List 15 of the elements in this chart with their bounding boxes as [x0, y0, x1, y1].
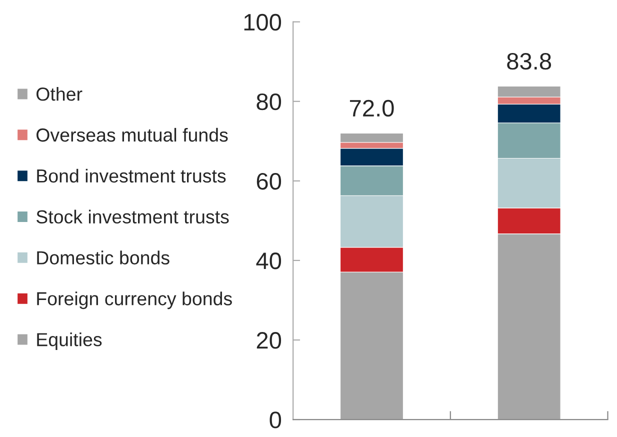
- y-tick-label: 80: [256, 93, 282, 110]
- legend-label: Stock investment trusts: [36, 210, 229, 224]
- legend-label: Equities: [37, 332, 102, 350]
- y-tick-label: 40: [256, 252, 282, 270]
- legend-label: Foreign currency bonds: [37, 292, 232, 310]
- legend-label: Bond investment trusts: [37, 168, 226, 183]
- y-tick-label: 0: [270, 412, 282, 428]
- total-label: 83.8: [507, 52, 552, 70]
- y-tick-label: 100: [244, 14, 282, 31]
- total-label: 72.0: [350, 100, 394, 117]
- legend-label: Domestic bonds: [37, 250, 170, 264]
- y-tick-label: 60: [256, 172, 282, 190]
- legend-label: Other: [36, 87, 82, 101]
- legend-label: Overseas mutual funds: [36, 128, 228, 142]
- y-tick-label: 20: [256, 332, 282, 349]
